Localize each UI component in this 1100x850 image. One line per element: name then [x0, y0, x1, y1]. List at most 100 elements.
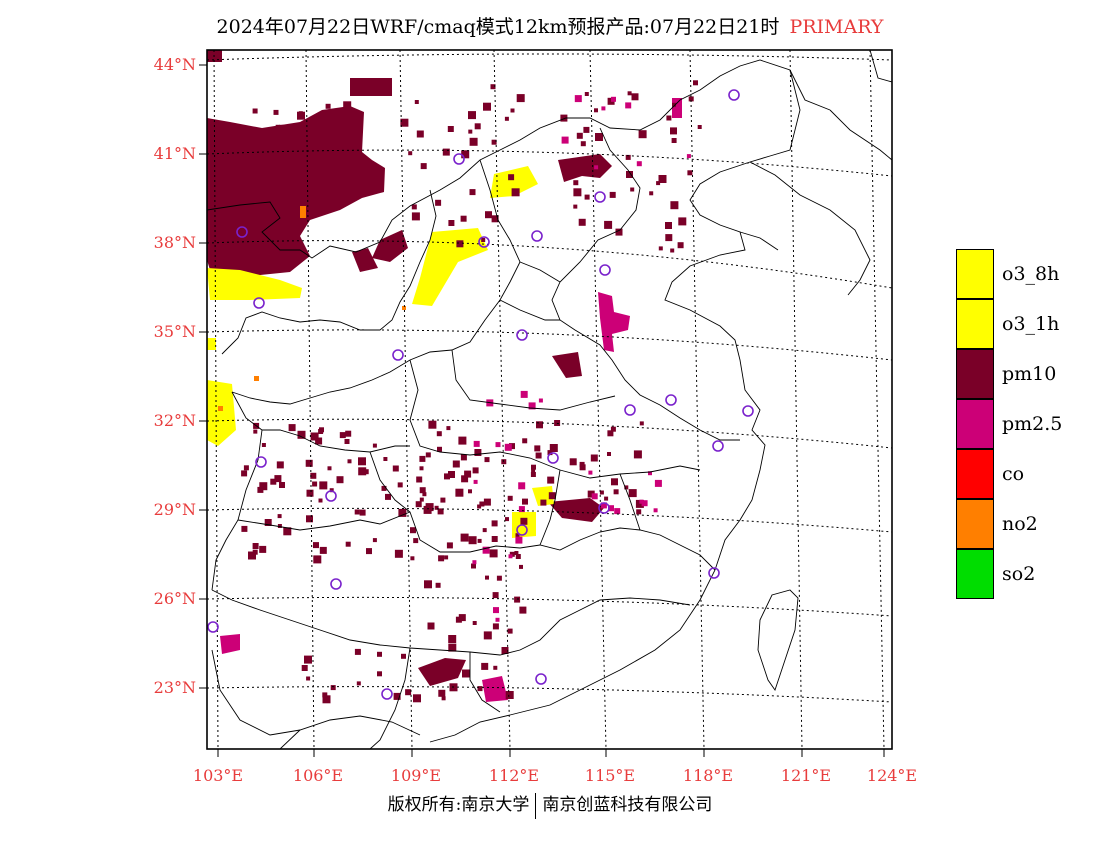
station-marker	[531, 230, 543, 242]
pm25-cell	[686, 154, 691, 159]
copyright-company: 南京创蓝科技有限公司	[542, 795, 713, 815]
legend-label: o3_8h	[1002, 263, 1060, 285]
pm10-cell	[489, 549, 498, 558]
pm10-cell	[505, 691, 514, 699]
pm10-cell	[425, 503, 434, 512]
pm10-cell	[693, 80, 698, 86]
pm10-cell	[491, 520, 498, 527]
pm10-cell	[297, 430, 306, 439]
pm10-cell	[522, 498, 528, 505]
pm10-cell	[481, 238, 486, 242]
pm10-cell	[468, 489, 472, 494]
pm10-cell	[509, 443, 515, 450]
pm10-cell	[354, 509, 360, 515]
pm10-cell	[492, 623, 499, 630]
pm25-cell	[495, 442, 501, 448]
pm10-cell	[297, 129, 303, 134]
pm10-cell	[413, 694, 421, 703]
lat-label-26: 26°N	[153, 589, 196, 608]
pm10-cell	[444, 473, 450, 480]
pm10-cell	[456, 240, 464, 248]
pm10-cell	[515, 554, 521, 559]
lat-label-32: 32°N	[153, 411, 196, 430]
pm10-cell	[437, 446, 442, 452]
pm10-cell	[356, 681, 361, 686]
pm25-area-guangdong	[482, 676, 508, 702]
station-marker	[712, 440, 724, 452]
lon-label-121: 121°E	[780, 766, 832, 785]
pm10-cell	[535, 452, 542, 459]
pm25-cell	[614, 508, 621, 515]
station-marker	[624, 404, 636, 416]
pm10-cell	[416, 130, 424, 138]
legend-item-o3-8h: o3_8h	[956, 249, 1086, 299]
pm10-cell	[264, 519, 272, 526]
pm10-cell	[358, 457, 366, 466]
pm25-cell	[641, 500, 648, 507]
pm10-cell	[479, 501, 485, 507]
pm10-cell	[241, 525, 248, 532]
lon-label-124: 124°E	[866, 766, 918, 785]
pm10-cell	[461, 475, 469, 483]
pm25-cell	[520, 390, 528, 398]
pm10-cell	[493, 665, 498, 670]
pm10-cell	[283, 527, 292, 536]
pm10-cell	[519, 564, 523, 569]
pm10-cell	[666, 115, 672, 121]
pm10-cell	[520, 517, 528, 525]
pm10-cell	[483, 498, 491, 506]
legend-item-so2: so2	[956, 549, 1086, 599]
pm25-cell	[639, 499, 644, 504]
pm10-cell	[372, 443, 377, 448]
pm10-cell	[339, 432, 346, 439]
pm10-cell	[413, 538, 419, 544]
pm10-cell	[628, 489, 637, 498]
pm10-cell	[444, 555, 449, 560]
pm10-cell	[437, 508, 444, 515]
pm10-cell	[491, 215, 499, 223]
pm10-cell	[241, 470, 248, 477]
legend-swatch	[956, 349, 994, 399]
pm10-cell	[253, 429, 258, 434]
pm10-cell	[419, 497, 424, 502]
map-title: 2024年07月22日WRF/cmaq模式12km预报产品:07月22日21时 P…	[0, 12, 1100, 39]
pm10-cell	[461, 150, 470, 159]
pm10-cell	[584, 194, 590, 200]
station-markers	[207, 89, 754, 700]
pm10-cell	[522, 438, 528, 444]
pm10-cell	[325, 103, 331, 109]
pm10-cell	[455, 616, 462, 623]
pm25-cell	[482, 546, 490, 554]
pm10-cell	[366, 548, 372, 555]
pm10-cell	[670, 127, 677, 135]
pm10-cell	[607, 452, 611, 456]
pm10-cell	[471, 563, 476, 569]
pm10-cell	[584, 92, 589, 96]
o3-area-shanxi	[412, 228, 488, 306]
pm10-cell	[573, 180, 579, 186]
pm10-cell	[627, 91, 632, 96]
pm10-cell	[490, 84, 496, 90]
pm10-cell	[604, 496, 609, 501]
pm10-cell	[507, 495, 513, 501]
pm25-cell	[608, 505, 614, 512]
pm10-cell	[687, 170, 693, 176]
station-marker	[599, 264, 611, 276]
pm10-cell	[485, 575, 489, 580]
pm10-cell	[633, 450, 642, 459]
pm10-cell	[277, 514, 282, 519]
footer-separator	[535, 792, 537, 819]
lon-label-115: 115°E	[584, 766, 636, 785]
pm10-cell	[310, 472, 317, 479]
legend-label: so2	[1002, 563, 1036, 585]
pm10-cell	[485, 211, 492, 219]
pm10-cell	[438, 689, 446, 697]
station-marker	[381, 688, 393, 700]
pm10-cell	[327, 466, 332, 471]
pm25-cell	[654, 479, 662, 487]
pm10-cell	[326, 119, 332, 125]
pm10-cell	[569, 458, 577, 466]
pm10-cell	[358, 467, 367, 476]
pm10-cell	[359, 509, 366, 516]
legend-label: co	[1002, 463, 1025, 485]
